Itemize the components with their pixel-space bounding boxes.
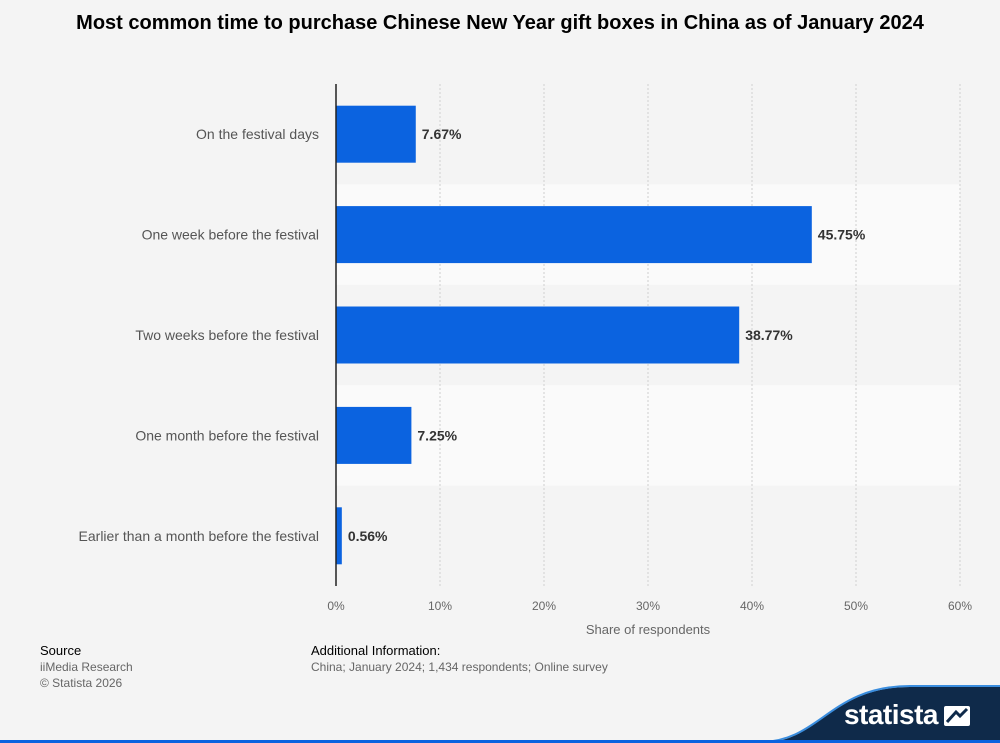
data-label: 0.56% [348, 528, 388, 544]
data-label: 7.67% [422, 126, 462, 142]
source-heading: Source [40, 643, 82, 658]
x-tick-label: 50% [844, 599, 868, 613]
additional-info-block: Additional Information: China; January 2… [311, 643, 608, 675]
data-label: 45.75% [818, 227, 866, 243]
x-tick-label: 10% [428, 599, 452, 613]
bar[interactable] [336, 206, 812, 264]
bar[interactable] [336, 306, 740, 364]
bar[interactable] [336, 507, 342, 565]
category-label: One month before the festival [135, 427, 319, 443]
bar[interactable] [336, 105, 416, 163]
x-tick-label: 20% [532, 599, 556, 613]
bottom-accent-bar [0, 740, 1000, 743]
source-block: Source iiMedia Research © Statista 2026 [40, 643, 133, 691]
x-tick-label: 40% [740, 599, 764, 613]
statista-logo-text: statista [843, 699, 939, 730]
chart-title: Most common time to purchase Chinese New… [76, 12, 924, 34]
x-tick-label: 0% [327, 599, 345, 613]
category-label: Two weeks before the festival [135, 327, 319, 343]
additional-info-heading: Additional Information: [311, 643, 441, 658]
x-tick-label: 60% [948, 599, 972, 613]
statista-brand[interactable]: statista [760, 683, 1000, 743]
category-label: Earlier than a month before the festival [79, 528, 319, 544]
category-label: On the festival days [196, 126, 319, 142]
source-name[interactable]: iiMedia Research [40, 660, 133, 674]
x-axis-title: Share of respondents [586, 622, 711, 637]
additional-info-text: China; January 2024; 1,434 respondents; … [311, 660, 608, 674]
x-tick-label: 30% [636, 599, 660, 613]
brand-wave [760, 685, 1000, 743]
data-label: 38.77% [745, 327, 793, 343]
data-label: 7.25% [417, 427, 457, 443]
copyright: © Statista 2026 [40, 676, 123, 690]
category-label: One week before the festival [142, 227, 319, 243]
statista-logo-icon [944, 706, 970, 726]
bar[interactable] [336, 406, 412, 464]
